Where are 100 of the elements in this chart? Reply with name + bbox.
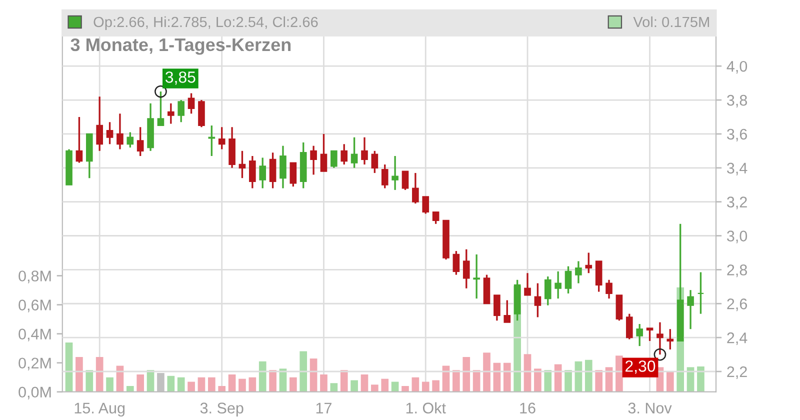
bar xyxy=(126,386,134,392)
candlestick xyxy=(320,133,328,172)
candlestick xyxy=(666,328,674,350)
candlestick xyxy=(575,260,582,284)
bar xyxy=(330,383,338,392)
bar xyxy=(432,380,440,392)
candlestick xyxy=(249,155,256,190)
legend-label: Op:2.66, Hi:2.785, Lo:2.54, Cl:2.66 xyxy=(94,16,318,30)
bar xyxy=(534,368,542,392)
candlestick xyxy=(350,136,358,169)
y2-tick-label: 0,6M xyxy=(18,300,51,312)
bar xyxy=(279,368,287,392)
bar xyxy=(290,377,297,392)
bar xyxy=(96,357,104,392)
bar xyxy=(616,356,623,392)
bar xyxy=(554,364,562,392)
bar xyxy=(584,360,592,392)
bar xyxy=(595,370,602,392)
candlestick xyxy=(494,294,500,322)
annotation: 2,30 xyxy=(626,360,656,374)
bar xyxy=(605,367,613,392)
candlestick xyxy=(168,102,174,125)
bar xyxy=(228,374,236,392)
y2-tick-label: 0,4M xyxy=(18,328,51,342)
bar xyxy=(238,378,246,392)
bar xyxy=(483,352,490,392)
candlestick xyxy=(697,271,704,315)
candlestick xyxy=(371,150,378,174)
candlestick xyxy=(564,265,572,294)
candlestick xyxy=(616,294,623,322)
candlestick xyxy=(504,299,511,324)
y2-tick-label: 0,0M xyxy=(18,386,51,400)
bar xyxy=(697,366,704,392)
bar xyxy=(493,362,501,392)
x-tick-label: 15. Aug xyxy=(74,402,125,417)
candlestick xyxy=(636,323,643,347)
candlestick xyxy=(687,289,694,330)
candlestick xyxy=(330,150,338,169)
x-tick-label: 3. Nov xyxy=(628,402,672,414)
candlestick xyxy=(188,92,195,114)
candlestick xyxy=(595,260,602,293)
bar xyxy=(503,362,511,392)
x-tick-label: 1. Okt xyxy=(406,402,446,414)
bar xyxy=(462,357,470,392)
annotation: 3,85 xyxy=(165,72,196,85)
text: 3 Monate, 1-Tages-Kerzen xyxy=(70,38,291,55)
bar xyxy=(442,366,450,392)
legend-label: Vol: 0.175M xyxy=(633,16,709,28)
bar xyxy=(146,370,154,392)
candlestick xyxy=(361,136,368,166)
bar xyxy=(86,370,94,392)
bar xyxy=(177,377,185,392)
bar xyxy=(350,380,358,392)
bar xyxy=(269,370,276,392)
y2-tick-label: 0,8M xyxy=(18,270,51,284)
bar xyxy=(371,384,378,392)
bar xyxy=(198,377,206,392)
bar xyxy=(208,377,216,392)
candlestick xyxy=(218,126,226,150)
y-tick-label: 2,2 xyxy=(727,366,747,379)
bar xyxy=(310,358,318,392)
x-tick-label: 16 xyxy=(520,402,536,414)
candlestick xyxy=(432,211,440,225)
candlestick xyxy=(198,99,205,128)
bar xyxy=(106,377,114,392)
y-tick-label: 4,0 xyxy=(726,60,748,74)
bar xyxy=(544,370,552,392)
bar xyxy=(340,370,348,392)
bar xyxy=(666,372,674,392)
bar xyxy=(258,361,266,392)
bar xyxy=(300,351,308,392)
y-tick-label: 3,6 xyxy=(727,128,747,142)
bar xyxy=(320,374,328,392)
candlestick xyxy=(626,312,633,340)
bar xyxy=(564,370,572,392)
bar xyxy=(686,367,694,392)
bar xyxy=(381,378,389,392)
bar xyxy=(472,370,480,392)
candlestick xyxy=(402,170,409,191)
candlestick xyxy=(392,155,398,191)
candlestick xyxy=(106,121,114,145)
candlestick xyxy=(269,152,276,190)
candlestick xyxy=(116,112,124,150)
y-tick-label: 2,4 xyxy=(727,332,748,346)
candlestick xyxy=(462,248,470,290)
candlestick xyxy=(126,131,134,148)
bar xyxy=(402,386,409,392)
candlestick xyxy=(76,116,83,164)
candlestick xyxy=(534,282,542,318)
bar xyxy=(412,377,420,392)
candlestick xyxy=(452,250,460,276)
bar xyxy=(116,366,124,392)
bar xyxy=(248,377,256,392)
candlestick xyxy=(290,162,297,188)
candlestick xyxy=(280,144,286,190)
candlestick xyxy=(136,126,144,157)
candlestick xyxy=(646,327,654,342)
bar xyxy=(76,357,83,392)
bar xyxy=(136,374,144,392)
candlestick xyxy=(544,276,552,306)
